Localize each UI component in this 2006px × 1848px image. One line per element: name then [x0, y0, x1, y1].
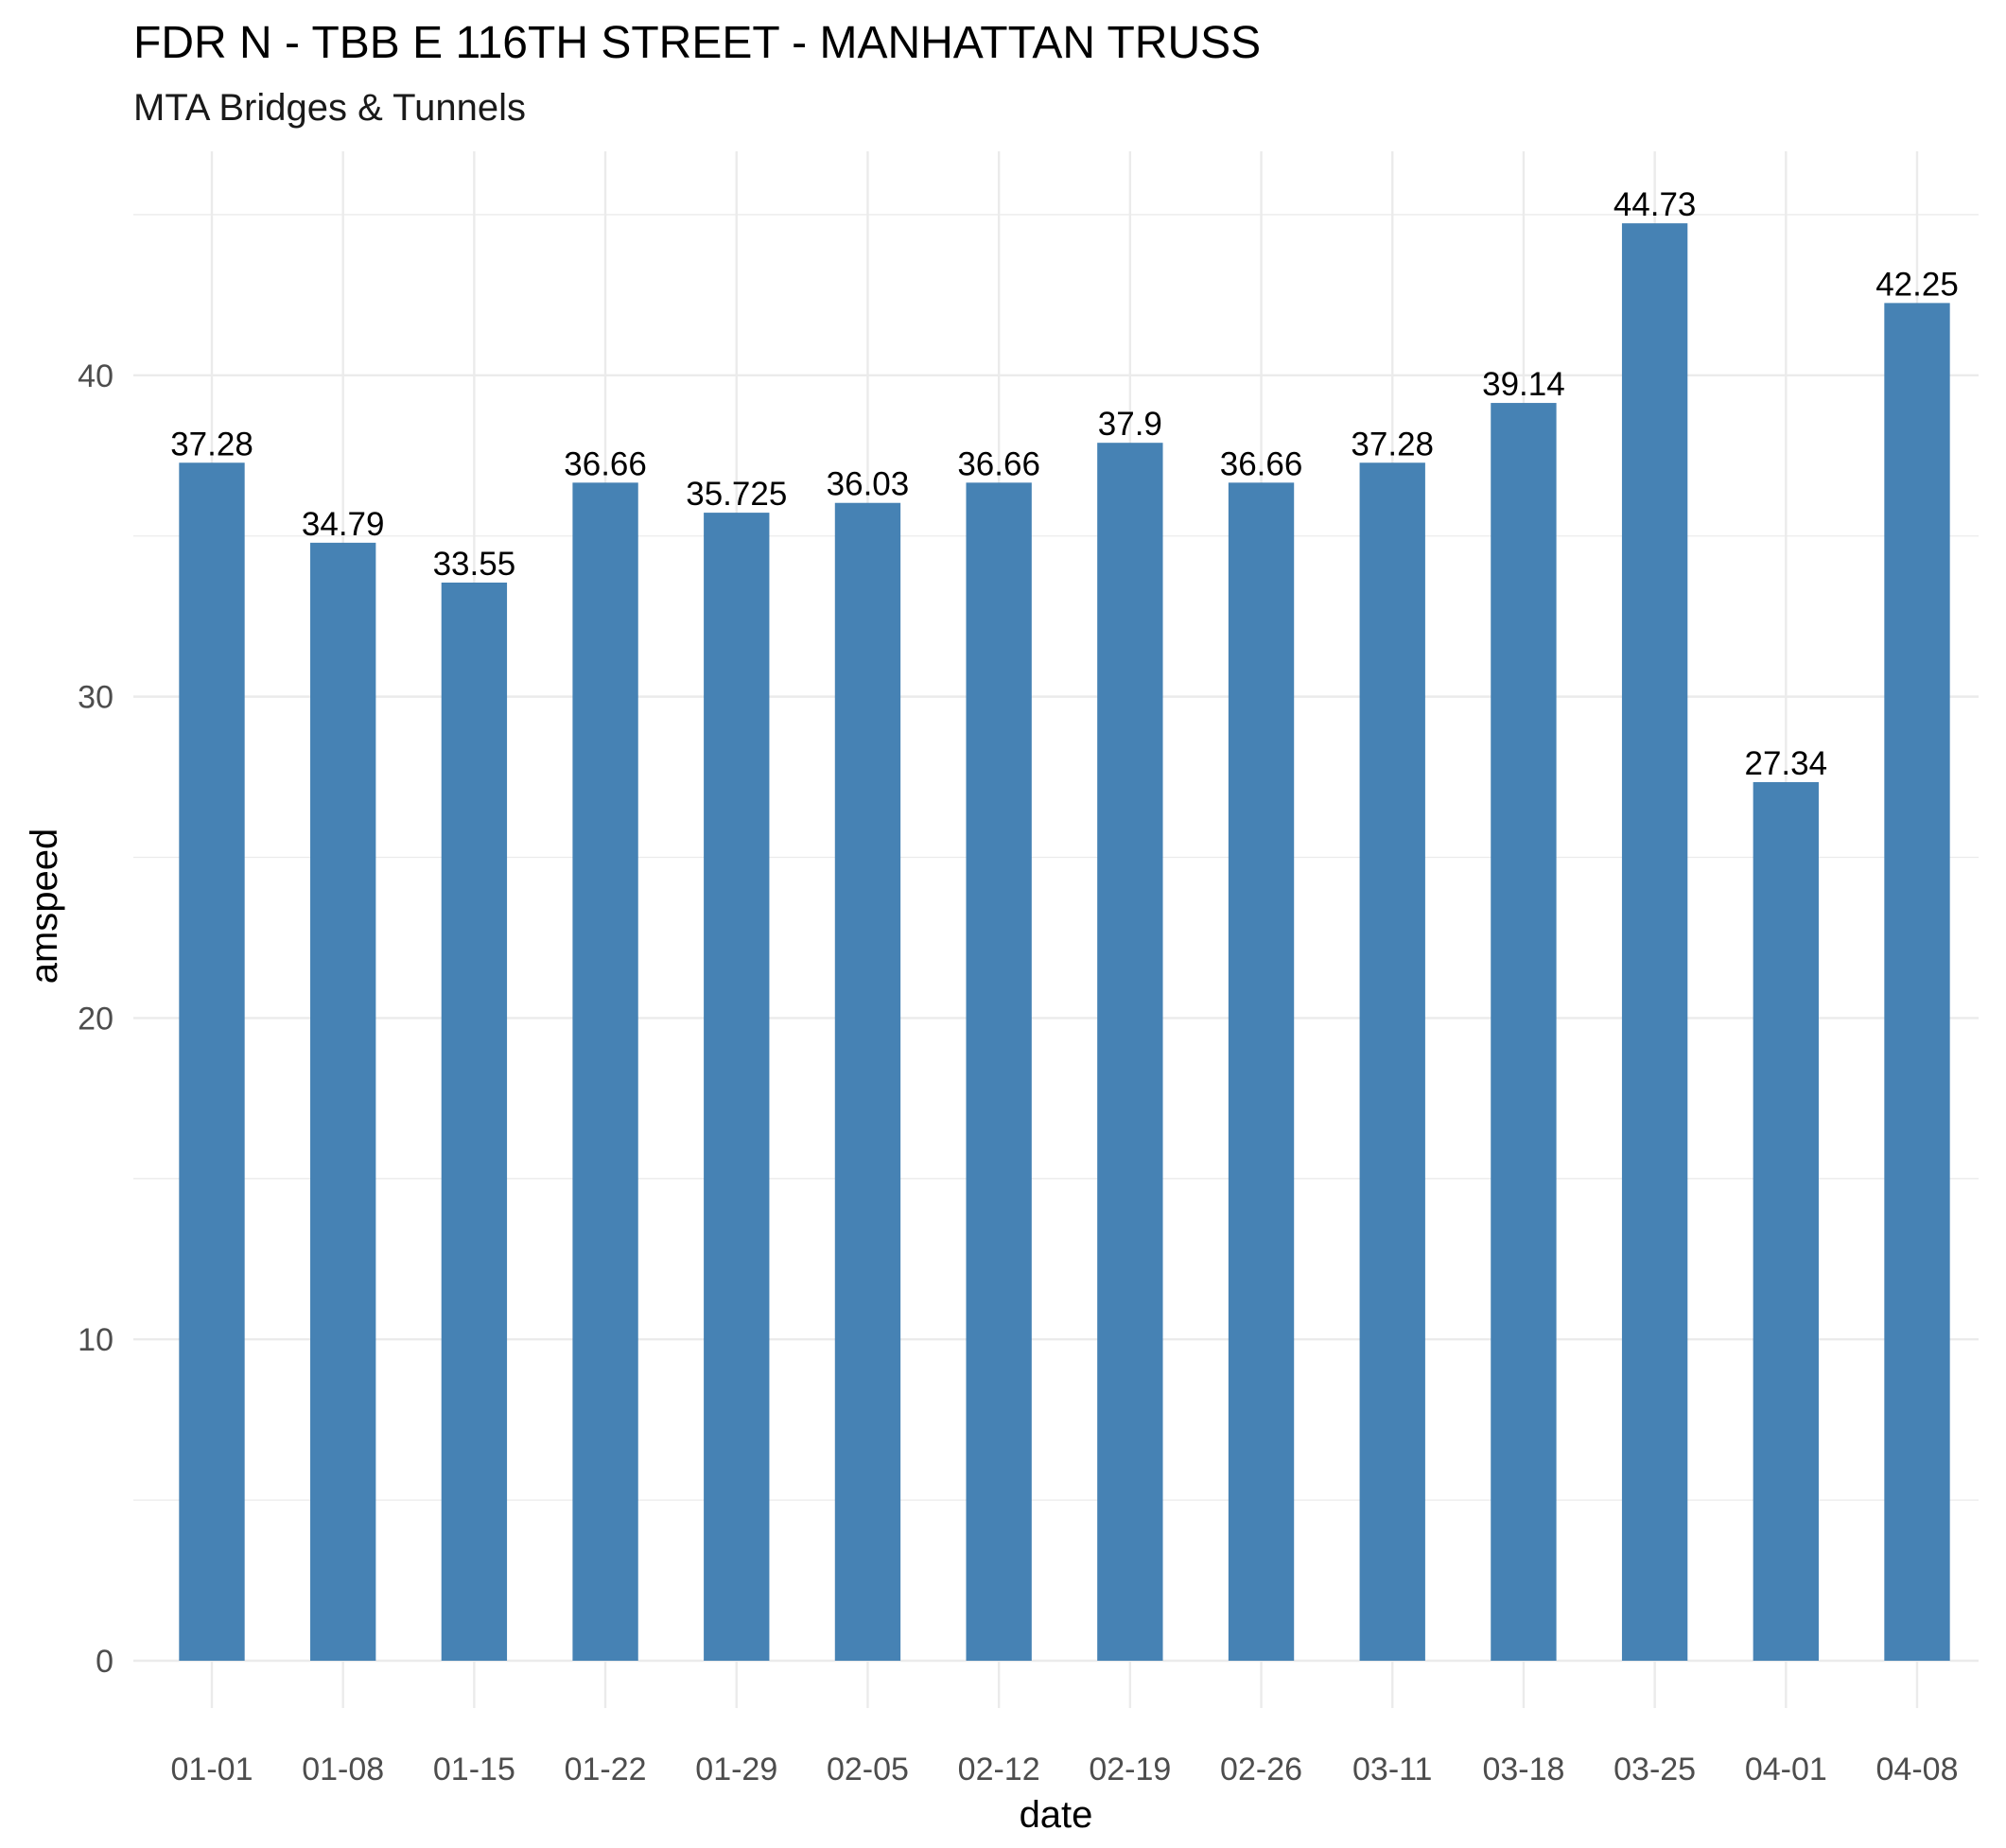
x-tick-label: 03-25 — [1614, 1752, 1696, 1787]
bar-04-01 — [1753, 782, 1819, 1661]
bar-01-01 — [179, 462, 245, 1661]
data-labels: 37.28 34.79 33.55 36.66 35.725 36.03 36.66 37.9… — [170, 186, 1959, 782]
x-tick-label: 01-08 — [302, 1752, 384, 1787]
data-label: 33.55 — [433, 546, 516, 583]
data-label: 37.9 — [1098, 406, 1162, 443]
y-axis-title: amspeed — [24, 828, 65, 985]
chart-title: FDR N - TBB E 116TH STREET - MANHATTAN T… — [133, 18, 1262, 68]
data-label: 36.66 — [957, 445, 1040, 482]
bar-02-12 — [966, 482, 1032, 1661]
data-label: 36.66 — [564, 445, 647, 482]
x-tick-label: 04-08 — [1876, 1752, 1959, 1787]
data-label: 37.28 — [1351, 426, 1434, 462]
bar-01-22 — [572, 482, 638, 1661]
data-label: 36.66 — [1220, 445, 1303, 482]
x-axis-ticks: 01-01 01-08 01-15 01-22 01-29 02-05 02-12 02-19… — [171, 1752, 1959, 1787]
y-tick-label: 30 — [78, 680, 113, 716]
data-label: 35.725 — [686, 476, 787, 513]
data-label: 44.73 — [1614, 186, 1697, 223]
x-tick-label: 01-22 — [565, 1752, 647, 1787]
x-tick-label: 03-18 — [1482, 1752, 1564, 1787]
grid-lines — [133, 151, 1979, 1708]
bar-04-08 — [1884, 303, 1950, 1661]
bar-02-19 — [1097, 443, 1163, 1661]
chart-subtitle: MTA Bridges & Tunnels — [133, 87, 526, 129]
x-tick-label: 02-05 — [827, 1752, 909, 1787]
x-tick-label: 04-01 — [1745, 1752, 1827, 1787]
bar-02-05 — [834, 502, 901, 1662]
bar-03-18 — [1491, 403, 1557, 1661]
y-axis-ticks: 0 10 20 30 40 — [78, 358, 113, 1680]
data-label: 42.25 — [1875, 266, 1959, 303]
data-label: 39.14 — [1482, 366, 1565, 403]
y-tick-label: 10 — [78, 1322, 113, 1358]
bars — [179, 223, 1950, 1662]
x-tick-label: 02-12 — [958, 1752, 1040, 1787]
x-tick-label: 02-26 — [1220, 1752, 1302, 1787]
y-tick-label: 40 — [78, 358, 113, 394]
bar-01-08 — [310, 542, 376, 1661]
data-label: 37.28 — [170, 426, 253, 462]
data-label: 27.34 — [1745, 745, 1828, 782]
bar-03-11 — [1359, 462, 1425, 1661]
bar-01-15 — [441, 583, 508, 1661]
y-tick-label: 0 — [96, 1644, 113, 1680]
bar-03-25 — [1621, 223, 1688, 1661]
x-tick-label: 01-15 — [433, 1752, 515, 1787]
x-tick-label: 01-29 — [695, 1752, 777, 1787]
x-axis-title: date — [1020, 1794, 1093, 1836]
x-tick-label: 01-01 — [171, 1752, 253, 1787]
data-label: 34.79 — [302, 506, 385, 543]
y-tick-label: 20 — [78, 1001, 113, 1037]
bar-01-29 — [704, 513, 770, 1661]
data-label: 36.03 — [827, 466, 910, 503]
x-tick-label: 03-11 — [1352, 1752, 1432, 1787]
bar-02-26 — [1228, 482, 1295, 1661]
x-tick-label: 02-19 — [1089, 1752, 1171, 1787]
